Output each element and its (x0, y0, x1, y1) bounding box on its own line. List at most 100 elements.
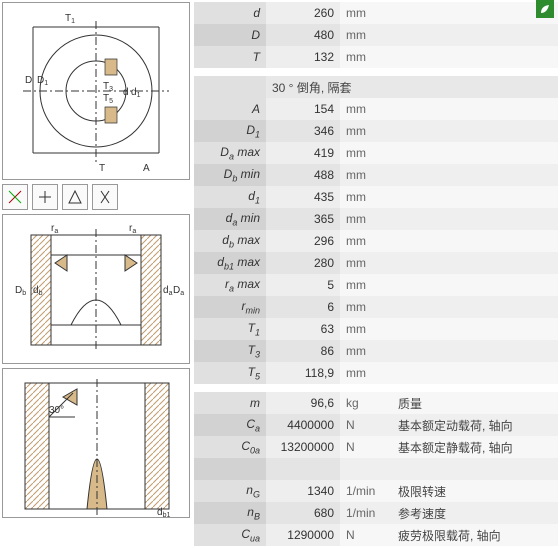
spec-row: T386mm (194, 340, 558, 362)
spec-unit: N (340, 524, 392, 546)
spec-value: 96,6 (266, 392, 340, 414)
spec-row: A154mm (194, 98, 558, 120)
spec-value: 5 (266, 274, 340, 296)
spec-value: 154 (266, 98, 340, 120)
svg-text:ra: ra (51, 223, 58, 235)
spec-value: 680 (266, 502, 340, 524)
svg-text:d1: d1 (131, 87, 141, 99)
spec-row: D480mm (194, 24, 558, 46)
spec-value: 6 (266, 296, 340, 318)
spec-value: 480 (266, 24, 340, 46)
spec-unit: mm (340, 318, 392, 340)
spec-desc: 基本额定静载荷, 轴向 (392, 436, 558, 458)
spec-symbol: Db min (194, 164, 266, 186)
spec-value: 296 (266, 230, 340, 252)
spec-unit: mm (340, 120, 392, 142)
spec-row (194, 458, 558, 480)
spec-symbol: D (194, 24, 266, 46)
spec-row: T5118,9mm (194, 362, 558, 384)
spec-row: Cua1290000N疲劳极限载荷, 轴向 (194, 524, 558, 546)
spec-row: d1435mm (194, 186, 558, 208)
spec-row: Ca4400000N基本额定动载荷, 轴向 (194, 414, 558, 436)
spec-row: C0a13200000N基本额定静载荷, 轴向 (194, 436, 558, 458)
spec-unit: mm (340, 98, 392, 120)
spec-desc (392, 458, 558, 480)
svg-text:30°: 30° (49, 405, 64, 416)
spec-unit: kg (340, 392, 392, 414)
spec-unit: mm (340, 340, 392, 362)
tool-3[interactable] (62, 184, 88, 210)
spec-row: T132mm (194, 46, 558, 68)
svg-text:d: d (123, 87, 129, 98)
spec-symbol: d (194, 2, 266, 24)
tool-2[interactable] (32, 184, 58, 210)
spec-symbol: Cua (194, 524, 266, 546)
spec-row: T163mm (194, 318, 558, 340)
spec-symbol: Da max (194, 142, 266, 164)
spec-desc: 疲劳极限载荷, 轴向 (392, 524, 558, 546)
eco-badge-icon (536, 0, 554, 18)
svg-text:Da: Da (173, 285, 184, 297)
toolbar (2, 184, 190, 210)
spec-value: 86 (266, 340, 340, 362)
spec-unit: mm (340, 46, 392, 68)
svg-text:ra: ra (129, 223, 136, 235)
svg-text:T: T (99, 163, 105, 174)
spec-value: 132 (266, 46, 340, 68)
spec-value: 118,9 (266, 362, 340, 384)
spec-unit: mm (340, 362, 392, 384)
spec-desc: 参考速度 (392, 502, 558, 524)
spec-unit (340, 458, 392, 480)
spec-value: 365 (266, 208, 340, 230)
spec-value: 63 (266, 318, 340, 340)
spec-value: 488 (266, 164, 340, 186)
spec-unit: mm (340, 186, 392, 208)
spec-unit: mm (340, 274, 392, 296)
spec-unit: N (340, 436, 392, 458)
spec-value: 1340 (266, 480, 340, 502)
spec-row: da min365mm (194, 208, 558, 230)
spec-value: 1290000 (266, 524, 340, 546)
spec-unit: mm (340, 296, 392, 318)
spec-symbol: A (194, 98, 266, 120)
spec-row: rmin6mm (194, 296, 558, 318)
spec-symbol (194, 458, 266, 480)
spec-unit: 1/min (340, 502, 392, 524)
spec-unit: N (340, 414, 392, 436)
spec-symbol: ra max (194, 274, 266, 296)
spec-row: db1 max280mm (194, 252, 558, 274)
spec-symbol: d1 (194, 186, 266, 208)
spec-row: Da max419mm (194, 142, 558, 164)
drawing-1: T1 D D1 T3 T5 d d1 T A (2, 2, 190, 180)
spec-symbol: db1 max (194, 252, 266, 274)
spec-symbol: da min (194, 208, 266, 230)
spec-symbol: T (194, 46, 266, 68)
spec-row: d260mm (194, 2, 558, 24)
spec-row: ra max5mm (194, 274, 558, 296)
spec-desc: 基本额定动载荷, 轴向 (392, 414, 558, 436)
spec-value: 435 (266, 186, 340, 208)
spec-desc: 极限转速 (392, 480, 558, 502)
spec-unit: mm (340, 208, 392, 230)
spec-row: m96,6kg质量 (194, 392, 558, 414)
page: T1 D D1 T3 T 5 d d1 T A (0, 0, 560, 548)
drawing-2: ra ra Db db da Da (2, 214, 190, 364)
svg-text:da: da (163, 285, 173, 297)
svg-text:T3: T3 (103, 81, 113, 93)
spec-row: nB6801/min参考速度 (194, 502, 558, 524)
spec-symbol: T1 (194, 318, 266, 340)
spec-unit: 1/min (340, 480, 392, 502)
spec-symbol: C0a (194, 436, 266, 458)
spec-unit: mm (340, 142, 392, 164)
spec-symbol: D1 (194, 120, 266, 142)
spec-desc: 质量 (392, 392, 558, 414)
svg-text:D1: D1 (37, 75, 48, 87)
tool-4[interactable] (92, 184, 118, 210)
svg-text:A: A (143, 163, 150, 174)
svg-text:D: D (25, 75, 32, 86)
spec-value: 346 (266, 120, 340, 142)
spec-table: d260mmD480mmT132mm30 ° 倒角, 隔套A154mmD1346… (194, 2, 558, 546)
spec-symbol: T3 (194, 340, 266, 362)
spec-unit: mm (340, 230, 392, 252)
tool-1[interactable] (2, 184, 28, 210)
